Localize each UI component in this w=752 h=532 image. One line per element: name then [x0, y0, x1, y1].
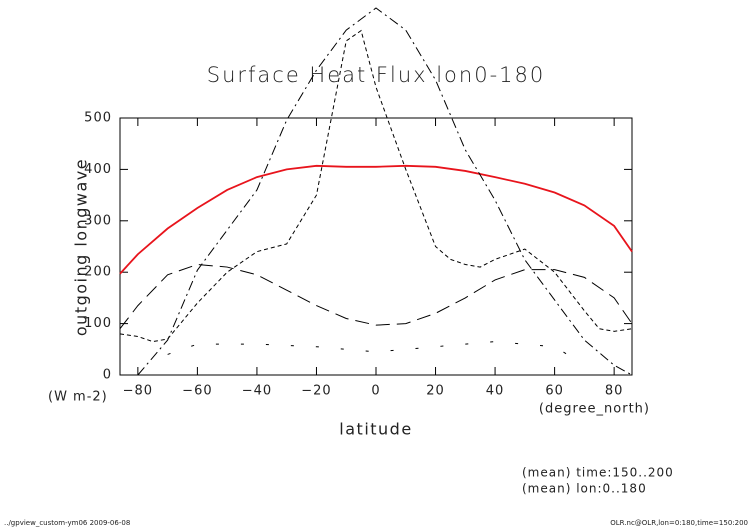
- annotation: (mean) time:150..200: [522, 466, 674, 480]
- x-tick-label: 60: [545, 384, 564, 399]
- x-tick-label: 80: [605, 384, 624, 399]
- annotation: (mean) lon:0..180: [522, 482, 647, 496]
- y-axis-units: (W m-2): [48, 390, 108, 405]
- y-tick-label: 300: [84, 213, 112, 228]
- x-tick-label: −80: [123, 384, 153, 399]
- series-line: [119, 29, 633, 343]
- x-axis-units: (degree_north): [539, 402, 650, 417]
- y-tick-label: 100: [84, 316, 112, 331]
- series-line: [119, 263, 633, 330]
- plot-frame: [119, 117, 633, 376]
- footer-left: ../gpview_custom-ym06 2009-06-08: [4, 519, 130, 527]
- x-axis-label: latitude: [339, 420, 412, 439]
- y-tick-label: 500: [84, 111, 112, 126]
- y-tick-label: 0: [103, 368, 112, 383]
- series-line: [167, 341, 585, 366]
- y-tick-label: 400: [84, 162, 112, 177]
- chart-title: Surface Heat Flux lon0-180: [207, 63, 546, 87]
- x-tick-label: 20: [426, 384, 445, 399]
- footer-right: OLR.nc@OLR,lon=0:180,time=150:200: [610, 519, 748, 527]
- series-line: [119, 164, 633, 275]
- x-tick-label: −20: [301, 384, 331, 399]
- x-tick-label: 0: [371, 384, 380, 399]
- x-tick-label: −60: [182, 384, 212, 399]
- y-tick-label: 200: [84, 265, 112, 280]
- x-tick-label: −40: [242, 384, 272, 399]
- series-line: [137, 7, 633, 376]
- y-axis-label: outgoing longwave: [72, 158, 91, 336]
- x-tick-label: 40: [486, 384, 505, 399]
